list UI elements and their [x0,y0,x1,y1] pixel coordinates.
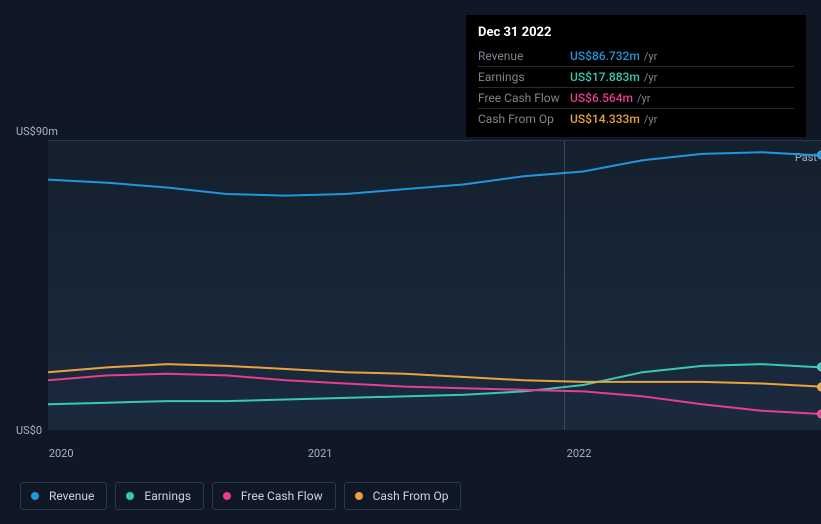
tooltip-unit: /yr [644,113,657,126]
legend-item-free-cash-flow[interactable]: Free Cash Flow [212,482,336,510]
legend-swatch [355,492,363,500]
series-end-dot-earnings [817,363,821,372]
legend-item-cash-from-op[interactable]: Cash From Op [344,482,462,510]
tooltip-metric-label: Cash From Op [478,112,570,126]
financials-chart: US$90m US$0 Past 202020212022 [16,125,821,445]
tooltip-date: Dec 31 2022 [478,25,794,40]
tooltip-unit: /yr [644,50,657,63]
legend-label: Revenue [49,489,94,503]
y-axis-min-label: US$0 [16,424,42,437]
tooltip-row: EarningsUS$17.883m/yr [478,67,794,88]
series-line-revenue [48,152,821,195]
legend-swatch [126,492,134,500]
legend-swatch [31,492,39,500]
series-end-dot-cash_from_op [817,382,821,391]
tooltip-metric-label: Earnings [478,70,570,84]
chart-tooltip: Dec 31 2022 RevenueUS$86.732m/yrEarnings… [466,15,806,137]
legend-label: Free Cash Flow [241,489,323,503]
plot-area[interactable]: Past [48,140,821,430]
x-axis-tick: 2022 [567,447,592,460]
series-end-dot-revenue [817,151,821,160]
series-line-free_cash_flow [48,374,821,414]
tooltip-metric-label: Free Cash Flow [478,91,570,105]
tooltip-unit: /yr [644,71,657,84]
chart-legend: Revenue Earnings Free Cash Flow Cash From O… [20,482,461,510]
tooltip-metric-value: US$14.333m [570,112,640,126]
legend-swatch [223,492,231,500]
legend-item-earnings[interactable]: Earnings [115,482,204,510]
tooltip-metric-value: US$86.732m [570,49,640,63]
chart-lines-svg [48,141,821,430]
series-line-earnings [48,364,821,404]
x-axis: 2020 2021 2022 [48,447,821,463]
tooltip-metric-label: Revenue [478,49,570,63]
series-end-dot-free_cash_flow [817,409,821,418]
x-axis-tick: 2020 [49,447,74,460]
tooltip-row: RevenueUS$86.732m/yr [478,46,794,67]
legend-label: Earnings [144,489,191,503]
tooltip-row: Cash From OpUS$14.333m/yr [478,109,794,129]
tooltip-unit: /yr [637,92,650,105]
tooltip-metric-value: US$6.564m [570,91,633,105]
series-line-cash_from_op [48,364,821,387]
tooltip-metric-value: US$17.883m [570,70,640,84]
legend-label: Cash From Op [373,489,449,503]
x-axis-tick: 2021 [308,447,333,460]
y-axis-max-label: US$90m [16,125,58,138]
tooltip-row: Free Cash FlowUS$6.564m/yr [478,88,794,109]
legend-item-revenue[interactable]: Revenue [20,482,107,510]
